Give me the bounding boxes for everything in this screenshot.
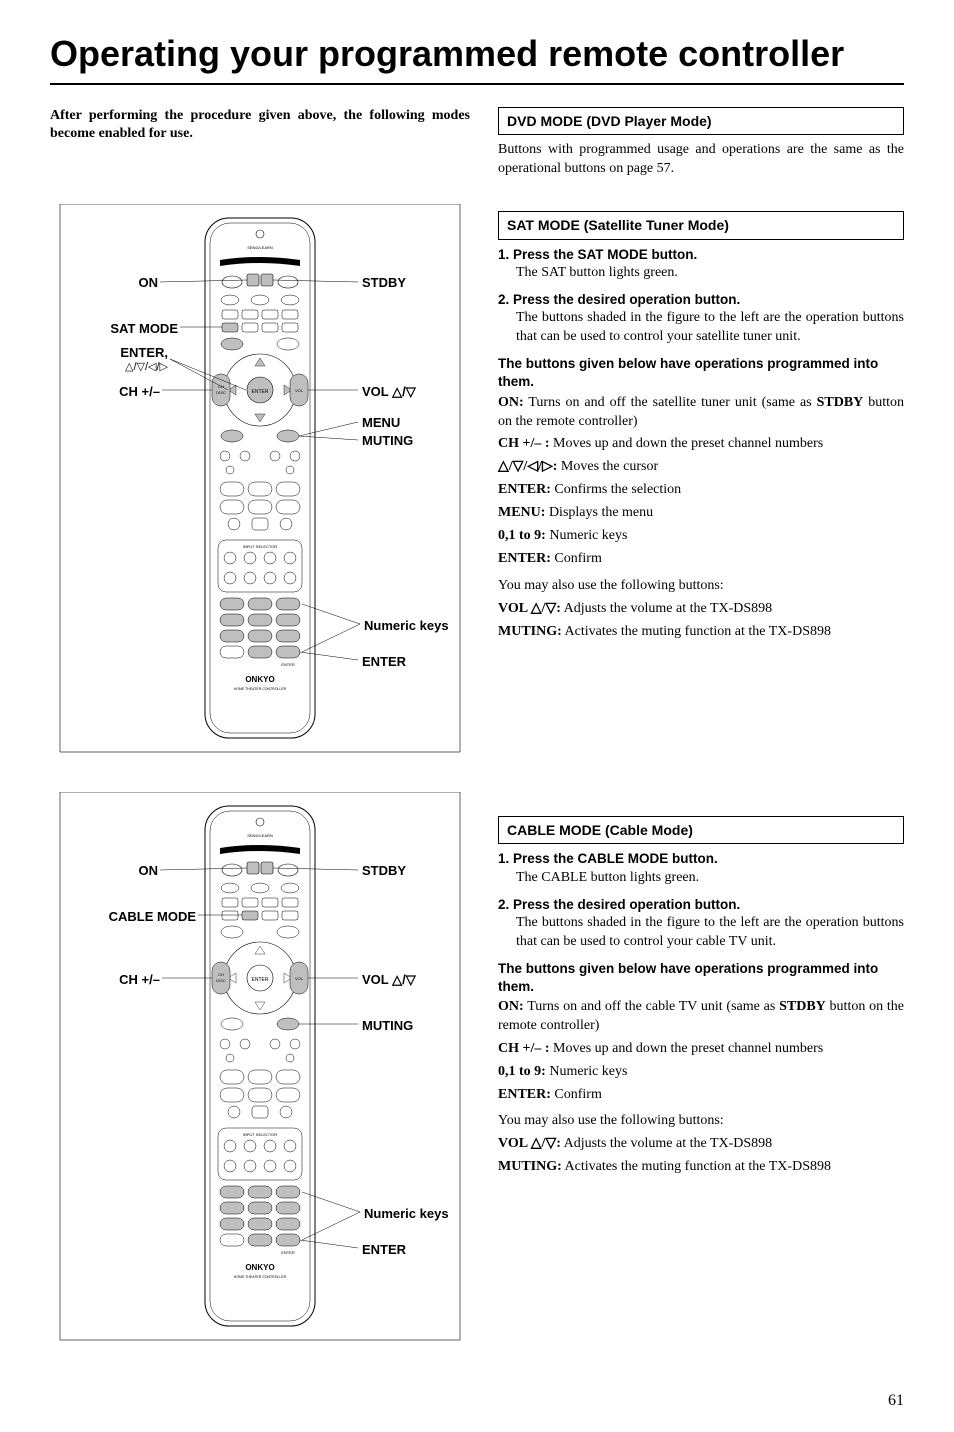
label-enter-dir: ENTER, △/▽/◁/▷ [50, 344, 168, 373]
right-column: DVD MODE (DVD Player Mode) Buttons with … [498, 107, 904, 1381]
svg-text:DISC: DISC [216, 390, 226, 395]
definition-line: 0,1 to 9: Numeric keys [498, 527, 904, 546]
label-vol-2: VOL △/▽ [362, 971, 416, 989]
svg-text:SEND/LEARN: SEND/LEARN [247, 245, 273, 250]
label-enter: ENTER [362, 653, 406, 671]
label-numeric: Numeric keys [364, 617, 449, 635]
definition-line: ENTER: Confirm [498, 1086, 904, 1105]
definition-line: ON: Turns on and off the satellite tuner… [498, 394, 904, 432]
svg-text:VOL: VOL [295, 388, 304, 393]
label-cable-mode: CABLE MODE [50, 908, 196, 926]
main-columns: After performing the procedure given abo… [50, 107, 904, 1381]
cable-also-lead: You may also use the following buttons: [498, 1112, 904, 1131]
label-ch: CH +/– [50, 383, 160, 401]
svg-text:INPUT SELECTOR: INPUT SELECTOR [243, 544, 278, 549]
label-enter-2: ENTER [362, 1241, 406, 1259]
label-ch-2: CH +/– [50, 971, 160, 989]
left-column: After performing the procedure given abo… [50, 107, 470, 1381]
sat-also-lead: You may also use the following buttons: [498, 577, 904, 596]
svg-text:DISC: DISC [216, 978, 226, 983]
page-title: Operating your programmed remote control… [50, 30, 904, 85]
page-number: 61 [50, 1390, 904, 1412]
sat-step2-title: 2. Press the desired operation button. [498, 291, 904, 309]
svg-text:SEND/LEARN: SEND/LEARN [247, 833, 273, 838]
definition-line: MENU: Displays the menu [498, 504, 904, 523]
definition-line: MUTING: Activates the muting function at… [498, 1158, 904, 1177]
svg-text:ENTER: ENTER [252, 389, 269, 395]
label-vol: VOL △/▽ [362, 383, 416, 401]
cable-step1-title: 1. Press the CABLE MODE button. [498, 850, 904, 868]
definition-line: MUTING: Activates the muting function at… [498, 623, 904, 642]
remote-diagram-cable: SEND/LEARN ENTER [50, 792, 470, 1352]
svg-text:HOME THEATER CONTROLLER: HOME THEATER CONTROLLER [234, 1275, 287, 1279]
label-muting-2: MUTING [362, 1017, 413, 1035]
svg-text:HOME THEATER CONTROLLER: HOME THEATER CONTROLLER [234, 687, 287, 691]
sat-also: VOL △/▽: Adjusts the volume at the TX-DS… [498, 600, 904, 642]
cable-also: VOL △/▽: Adjusts the volume at the TX-DS… [498, 1135, 904, 1177]
remote-diagram-sat: SEND/LEARN ENTE [50, 204, 470, 764]
sat-step2-body: The buttons shaded in the figure to the … [516, 309, 904, 347]
label-numeric-2: Numeric keys [364, 1205, 449, 1223]
svg-text:CH: CH [218, 972, 224, 977]
definition-line: ENTER: Confirms the selection [498, 481, 904, 500]
cable-step2-title: 2. Press the desired operation button. [498, 896, 904, 914]
label-stdby: STDBY [362, 274, 406, 292]
label-on: ON [50, 274, 158, 292]
svg-text:VOL: VOL [295, 976, 304, 981]
dvd-mode-heading: DVD MODE (DVD Player Mode) [498, 107, 904, 136]
definition-line: △/▽/◁/▷: Moves the cursor [498, 458, 904, 477]
svg-text:ENTER: ENTER [252, 977, 269, 983]
svg-text:ENTER: ENTER [281, 1250, 295, 1255]
svg-text:ONKYO: ONKYO [245, 675, 274, 684]
definition-line: VOL △/▽: Adjusts the volume at the TX-DS… [498, 1135, 904, 1154]
svg-text:ONKYO: ONKYO [245, 1263, 274, 1272]
dvd-mode-body: Buttons with programmed usage and operat… [498, 141, 904, 179]
cable-step2-body: The buttons shaded in the figure to the … [516, 914, 904, 952]
cable-mode-heading: CABLE MODE (Cable Mode) [498, 816, 904, 845]
sat-step1-body: The SAT button lights green. [516, 264, 904, 283]
cable-defs: ON: Turns on and off the cable TV unit (… [498, 998, 904, 1104]
label-menu: MENU [362, 414, 400, 432]
sat-mode-heading: SAT MODE (Satellite Tuner Mode) [498, 211, 904, 240]
sat-sub-head: The buttons given below have operations … [498, 355, 904, 391]
definition-line: 0,1 to 9: Numeric keys [498, 1063, 904, 1082]
sat-step1-title: 1. Press the SAT MODE button. [498, 246, 904, 264]
definition-line: CH +/– : Moves up and down the preset ch… [498, 435, 904, 454]
intro-text: After performing the procedure given abo… [50, 107, 470, 145]
sat-defs: ON: Turns on and off the satellite tuner… [498, 394, 904, 569]
definition-line: ENTER: Confirm [498, 550, 904, 569]
cable-sub-head: The buttons given below have operations … [498, 960, 904, 996]
label-sat-mode: SAT MODE [50, 320, 178, 338]
label-on-2: ON [50, 862, 158, 880]
svg-text:ENTER: ENTER [281, 662, 295, 667]
svg-text:INPUT SELECTOR: INPUT SELECTOR [243, 1132, 278, 1137]
definition-line: VOL △/▽: Adjusts the volume at the TX-DS… [498, 600, 904, 619]
definition-line: ON: Turns on and off the cable TV unit (… [498, 998, 904, 1036]
cable-step1-body: The CABLE button lights green. [516, 869, 904, 888]
label-stdby-2: STDBY [362, 862, 406, 880]
definition-line: CH +/– : Moves up and down the preset ch… [498, 1040, 904, 1059]
label-muting: MUTING [362, 432, 413, 450]
